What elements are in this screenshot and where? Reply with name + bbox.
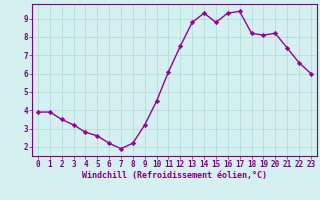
X-axis label: Windchill (Refroidissement éolien,°C): Windchill (Refroidissement éolien,°C) xyxy=(82,171,267,180)
